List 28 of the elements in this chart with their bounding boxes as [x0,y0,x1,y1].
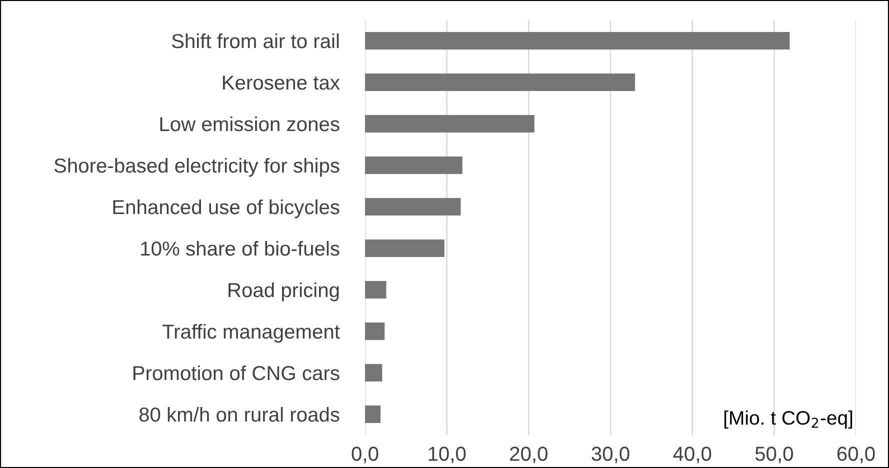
x-tick-label: 10,0 [428,446,466,464]
y-tick-label: Road pricing [228,282,339,302]
x-tick-label: 60,0 [837,446,875,464]
bar [365,240,444,257]
bar [365,74,636,91]
bar [365,322,385,340]
x-axis-title: [Mio. t CO$_{2}$-eq] [724,410,852,429]
bar [365,156,462,174]
x-tick-label: 20,0 [510,446,548,464]
y-tick-label: Promotion of CNG cars [134,365,340,380]
x-tick-label: 30,0 [592,446,630,464]
x-tick-label: 40,0 [673,446,712,464]
bar [365,364,382,382]
y-tick-label: Traffic management [162,324,340,343]
y-tick-label: Enhanced use of bicycles [113,199,340,218]
bar [365,32,790,50]
x-tick-label: 0,0 [352,446,378,464]
bar [365,406,381,423]
x-tick-label: 50,0 [755,446,793,464]
y-tick-label: Low emission zones [160,116,340,132]
bar [365,115,534,132]
y-tick-label: 80 km/h on rural roads [139,406,340,422]
y-tick-label: Shore-based electricity for ships [54,158,340,177]
y-tick-label: Shift from air to rail [172,33,339,48]
bar [365,281,386,298]
bar [365,198,461,216]
y-tick-label: Kerosene tax [222,76,340,90]
y-tick-label: 10% share of bio-fuels [141,240,340,256]
